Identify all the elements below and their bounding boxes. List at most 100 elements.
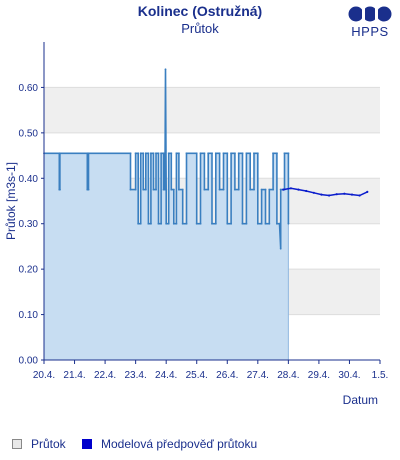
legend-model-swatch [82, 439, 92, 449]
observed-point [134, 188, 137, 191]
observed-point [160, 222, 163, 225]
observed-point [129, 152, 132, 155]
observed-point [272, 152, 274, 155]
observed-point [87, 152, 90, 155]
observed-point [195, 222, 198, 225]
x-tick-label: 28.4. [277, 370, 299, 381]
observed-point [230, 152, 233, 155]
y-tick-label: 0.40 [19, 174, 39, 185]
observed-point [256, 222, 259, 225]
observed-point [283, 152, 286, 155]
x-tick-label: 26.4. [216, 370, 238, 381]
observed-point [185, 152, 188, 155]
model-point [343, 192, 346, 195]
observed-point [253, 188, 255, 191]
x-tick-label: 30.4. [338, 370, 360, 381]
x-tick-label: 1.5. [372, 370, 389, 381]
legend-observed-label: Průtok [31, 437, 66, 451]
observed-point [249, 152, 252, 155]
legend-observed: Průtok [12, 437, 66, 451]
legend-observed-swatch [12, 439, 22, 449]
observed-point [181, 222, 184, 225]
observed-point [175, 222, 178, 225]
hpps-logo [348, 6, 392, 22]
x-tick-label: 20.4. [33, 370, 55, 381]
observed-point [237, 152, 240, 155]
observed-point [134, 152, 137, 155]
observed-point [214, 152, 217, 155]
y-tick-label: 0.30 [19, 219, 39, 230]
model-point [282, 188, 285, 191]
observed-point [234, 188, 236, 191]
observed-point [256, 152, 259, 155]
model-point [366, 190, 369, 193]
observed-point [157, 222, 160, 225]
observed-point [175, 152, 178, 155]
y-tick-label: 0.10 [19, 310, 39, 321]
model-series-line [283, 187, 368, 197]
observed-point [172, 222, 175, 225]
logo-text: HPPS [351, 24, 389, 39]
observed-point [234, 152, 236, 155]
observed-point [144, 152, 147, 155]
observed-point [222, 188, 225, 191]
chart-subtitle: Průtok [181, 21, 219, 36]
model-point [358, 194, 361, 197]
observed-point [264, 188, 267, 191]
observed-point [137, 152, 140, 155]
model-point [320, 193, 323, 196]
observed-point [160, 152, 163, 155]
observed-point [287, 222, 290, 225]
observed-point [150, 152, 152, 155]
observed-point [260, 222, 263, 225]
observed-point [150, 222, 152, 225]
model-point [312, 191, 315, 194]
observed-point [249, 188, 252, 191]
observed-point [162, 188, 165, 191]
logo-circle-center [362, 6, 378, 22]
observed-point [245, 152, 248, 155]
y-tick-label: 0.00 [19, 356, 39, 367]
observed-point [144, 188, 147, 191]
observed-point [164, 188, 166, 191]
observed-point [164, 68, 167, 71]
observed-point [147, 222, 150, 225]
legend-model-label: Modelová předpověď průtoku [101, 437, 258, 451]
y-tick-label: 0.20 [19, 265, 39, 276]
observed-point [165, 222, 168, 225]
observed-point [264, 222, 267, 225]
observed-point [195, 152, 198, 155]
observed-point [59, 152, 61, 155]
observed-point [207, 152, 210, 155]
legend-model: Modelová předpověď průtoku [82, 437, 257, 451]
x-tick-label: 21.4. [63, 370, 85, 381]
observed-point [272, 188, 274, 191]
observed-point [181, 188, 184, 191]
observed-point [211, 152, 213, 155]
grid-band [44, 87, 380, 133]
observed-point [203, 188, 206, 191]
observed-point [211, 222, 213, 225]
model-point [305, 189, 308, 193]
observed-point [129, 188, 132, 191]
observed-point [147, 152, 150, 155]
observed-point [287, 152, 290, 155]
observed-point [268, 222, 271, 225]
y-tick-label: 0.50 [19, 128, 39, 139]
observed-point [253, 152, 255, 155]
observed-point [218, 152, 221, 155]
observed-point [276, 222, 278, 225]
observed-point [142, 152, 145, 155]
model-point [297, 188, 300, 191]
observed-point [279, 188, 282, 191]
observed-point [245, 222, 248, 225]
observed-point [214, 222, 217, 225]
observed-point [207, 188, 210, 191]
observed-point [59, 188, 61, 191]
observed-point [170, 188, 173, 191]
observed-point [178, 188, 180, 191]
observed-point [165, 188, 168, 191]
model-point [289, 187, 292, 190]
y-tick-label: 0.60 [19, 83, 39, 94]
x-tick-label: 29.4. [308, 370, 330, 381]
